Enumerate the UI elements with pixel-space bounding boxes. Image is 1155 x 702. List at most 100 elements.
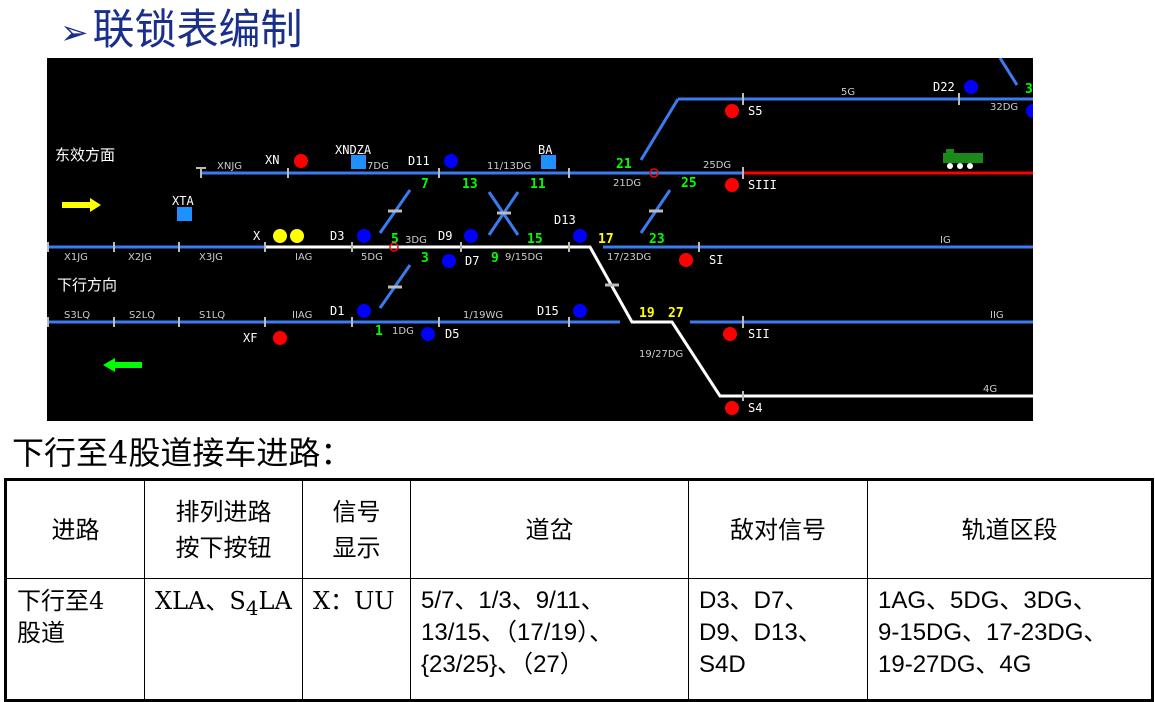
station-track-diagram: 东效方面 下行方向 XNJG 7DG 11/13DG 21DG 25DG 5G … (47, 58, 1033, 421)
signal-label: XTA (172, 194, 194, 208)
signal-d3-blue[interactable] (357, 229, 371, 243)
signal-x-yellow-1[interactable] (273, 229, 287, 243)
signal-d13-blue[interactable] (573, 229, 587, 243)
signal-d7-blue[interactable] (442, 254, 456, 268)
signal-label: D13 (554, 213, 576, 227)
header-buttons: 排列进路 按下按钮 (144, 479, 303, 579)
section-label: 4G (983, 384, 997, 395)
section-label: 1DG (392, 326, 414, 337)
switch-number: 11 (530, 177, 546, 192)
section-label: 32DG (990, 102, 1018, 113)
signal-d11-blue[interactable] (444, 154, 458, 168)
switch-number: 27 (668, 306, 684, 321)
cell-switches: 5/7、1/3、9/11、 13/15、（17/19）、 {23/25}、（27） (410, 578, 689, 701)
signal-x-yellow-2[interactable] (290, 229, 304, 243)
route-heading: 下行至4股道接车进路： (12, 434, 353, 472)
signal-label: BA (538, 143, 553, 157)
signal-label: SII (748, 327, 770, 341)
signal-label: X (253, 229, 261, 243)
signal-d15-blue[interactable] (573, 304, 587, 318)
signal-32dg-blue[interactable] (1026, 104, 1033, 118)
signal-label: D3 (330, 229, 344, 243)
signal-xn-red[interactable] (294, 154, 308, 168)
signal-labels: XN XNDZA D11 BA XTA X D3 D9 D13 D7 D1 D1… (172, 80, 955, 415)
cell-buttons: XLA、S4LA (144, 578, 303, 701)
section-label: IIG (990, 310, 1004, 321)
switch-number: 23 (649, 232, 665, 247)
switch-number: 1 (375, 324, 383, 339)
section-label: 25DG (703, 160, 731, 171)
section-label: XNJG (217, 161, 242, 172)
header-sections: 轨道区段 (867, 479, 1153, 579)
switch-number: 13 (462, 177, 478, 192)
cell-route: 下行至4 股道 (5, 578, 145, 701)
header-signal: 信号显示 (302, 479, 411, 579)
signal-label: XN (265, 153, 279, 167)
signal-s5-red[interactable] (725, 104, 739, 118)
bullet-arrow-icon: ➢ (60, 13, 89, 53)
switch-number: 21 (616, 157, 632, 172)
signal-d9-blue[interactable] (464, 229, 478, 243)
signal-label: S4 (748, 401, 762, 415)
section-labels: XNJG 7DG 11/13DG 21DG 25DG 5G 32DG X1JG … (64, 87, 1018, 395)
section-label: 5G (841, 87, 855, 98)
table-header-row: 进路 排列进路 按下按钮 信号显示 道岔 敌对信号 轨道区段 (5, 479, 1153, 579)
switch-number: 19 (639, 306, 655, 321)
signal-s4-red[interactable] (725, 401, 739, 415)
direction-arrow-right-icon (62, 198, 101, 212)
header-signal-text: 信号显示 (332, 497, 381, 562)
section-label: X3JG (199, 252, 223, 263)
switch-numbers: 7 13 11 21 25 5 15 17 23 3 9 1 19 27 3 (375, 82, 1033, 339)
route-path (265, 245, 1033, 398)
signal-siii-red[interactable] (725, 178, 739, 192)
cell-sections: 1AG、5DG、3DG、 9-15DG、17-23DG、 19-27DG、4G (867, 578, 1153, 701)
signal-si-red[interactable] (679, 253, 693, 267)
section-label: 21DG (613, 178, 641, 189)
signal-label: SI (709, 253, 723, 267)
button-ba[interactable] (541, 155, 556, 169)
signal-sii-red[interactable] (723, 327, 737, 341)
button-xta[interactable] (177, 207, 192, 221)
section-label: IG (940, 235, 951, 246)
signal-d5-blue[interactable] (421, 327, 435, 341)
header-hostile: 敌对信号 (688, 479, 868, 579)
signal-label: D11 (408, 154, 430, 168)
section-label: 3DG (405, 235, 427, 246)
section-label: X1JG (64, 252, 88, 263)
cell-hostile: D3、D7、 D9、D13、 S4D (688, 578, 868, 701)
signal-label: D5 (445, 327, 459, 341)
signal-d1-blue[interactable] (357, 304, 371, 318)
block-markers (389, 168, 659, 252)
table-row: 下行至4 股道 XLA、S4LA X：UU 5/7、1/3、9/11、 13/15、… (5, 578, 1153, 701)
insulation-joints (47, 93, 960, 401)
signal-label: D15 (537, 304, 559, 318)
switch-number: 3 (421, 251, 429, 266)
direction-down-label: 下行方向 (57, 276, 117, 294)
button-xndza[interactable] (351, 155, 366, 169)
section-label: IIAG (292, 310, 312, 321)
signal-label: D1 (330, 304, 344, 318)
section-label: 11/13DG (487, 161, 531, 172)
direction-arrow-left-icon (103, 358, 142, 372)
signal-xf-red[interactable] (273, 331, 287, 345)
switch-number: 9 (491, 251, 499, 266)
switch-number: 5 (391, 232, 399, 247)
section-label: S1LQ (199, 310, 225, 321)
section-label: 19/27DG (639, 349, 683, 360)
section-label: 7DG (367, 161, 389, 172)
interlocking-table: 进路 排列进路 按下按钮 信号显示 道岔 敌对信号 轨道区段 下行至4 股道 XLA… (4, 478, 1154, 702)
cell-signal: X：UU (302, 578, 411, 701)
signal-label: D22 (933, 80, 955, 94)
signal-label: SIII (748, 178, 777, 192)
section-label: X2JG (128, 252, 152, 263)
section-label: S2LQ (129, 310, 155, 321)
direction-east-label: 东效方面 (55, 146, 115, 164)
signal-d22-blue[interactable] (964, 80, 978, 94)
signal-label: S5 (748, 104, 762, 118)
signal-label: XF (243, 331, 257, 345)
header-route: 进路 (5, 479, 145, 579)
section-label: 9/15DG (505, 252, 543, 263)
switch-number: 15 (527, 232, 543, 247)
header-switches: 道岔 (410, 479, 689, 579)
signal-label: D9 (438, 229, 452, 243)
